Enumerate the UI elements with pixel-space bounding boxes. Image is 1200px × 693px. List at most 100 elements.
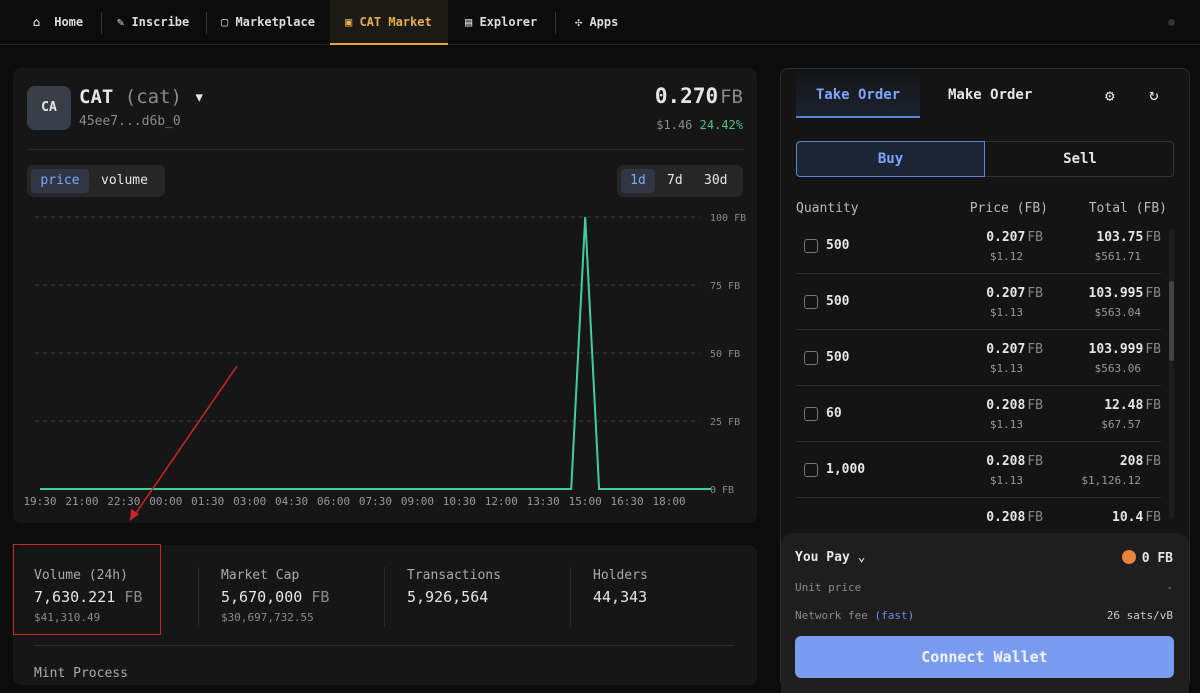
checkbox[interactable]	[804, 407, 818, 421]
checkbox[interactable]	[804, 239, 818, 253]
value: 12.48	[1104, 398, 1144, 413]
x-tick-label: 22:30	[107, 495, 140, 508]
connect-button[interactable]: Connect Wallet	[795, 636, 1174, 678]
value: 103.999	[1088, 342, 1144, 357]
price-unit: FB	[720, 86, 743, 108]
side-sell[interactable]: Sell	[1063, 151, 1097, 167]
x-tick-label: 07:30	[359, 495, 392, 508]
checkbox[interactable]	[804, 295, 818, 309]
range[interactable]: 7d	[667, 173, 683, 188]
dot	[1168, 19, 1175, 26]
label: Unit price	[795, 581, 862, 594]
fee-mode[interactable]: (fast)	[874, 609, 915, 622]
x-tick-label: 06:00	[317, 495, 350, 508]
stat-label: Holders	[593, 568, 648, 583]
stat-label: Market Cap	[221, 568, 300, 583]
order-row[interactable]: 500 0.207 FB 103.999 FB $1.13 $563.06	[796, 330, 1161, 386]
value: 208	[1119, 454, 1144, 469]
divider	[34, 645, 734, 646]
value: 103.995	[1088, 286, 1144, 301]
order-tab[interactable]: Take Order	[796, 69, 920, 118]
annotation-box	[13, 544, 161, 635]
checkbox[interactable]	[804, 463, 818, 477]
price-chart: 0 FB 25 FB 50 FB 75 FB 100 FB 19:30 21:00 22:30…	[23, 213, 746, 508]
nav-marketplace[interactable]: ▢ Marketplace	[221, 15, 315, 29]
total: 12.48 FB	[1104, 398, 1161, 413]
total-usd: $563.04	[1094, 306, 1141, 319]
unit: FB	[1145, 230, 1161, 245]
range[interactable]: 1d	[621, 169, 655, 193]
divider	[570, 567, 571, 627]
nav-apps[interactable]: ✣ Apps	[575, 15, 619, 29]
token-name: CAT (cat) ▾	[79, 86, 205, 108]
dropdown[interactable]: ▾	[193, 86, 205, 108]
x-tick-label: 12:00	[485, 495, 518, 508]
scroll-thumb[interactable]	[1169, 281, 1174, 361]
nav-label: Marketplace	[235, 15, 315, 29]
order-row[interactable]: 500 0.207 FB 103.995 FB $1.13 $563.04	[796, 274, 1161, 330]
unit: FB	[1027, 510, 1043, 525]
x-tick-label: 00:00	[149, 495, 182, 508]
y-tick-label: 75 FB	[710, 281, 740, 292]
nav-cat-market[interactable]: ▣ CAT Market	[345, 15, 432, 29]
range-tabs: 1d 7d 30d	[617, 165, 743, 197]
unit: FB	[1145, 398, 1161, 413]
qty: 1,000	[826, 462, 866, 477]
settings-icon[interactable]: ⚙	[1105, 86, 1115, 105]
stat-value: 44,343	[593, 588, 648, 606]
nav-home[interactable]: ⌂ Home	[33, 15, 84, 29]
y-tick-label: 25 FB	[710, 417, 740, 428]
order-tab[interactable]: Make Order	[948, 87, 1033, 103]
x-tick-label: 04:30	[275, 495, 308, 508]
separator	[555, 12, 556, 34]
fb-icon	[1121, 550, 1136, 564]
side-buy[interactable]: Buy	[796, 141, 985, 177]
stat-usd: $30,697,732.55	[221, 611, 314, 624]
stats-panel: Volume (24h) 7,630.221 FB $41,310.49 Mar…	[13, 545, 757, 685]
price-sub: $1.46 24.42%	[656, 118, 743, 132]
price: 0.207 FB	[986, 230, 1043, 245]
nav-inscribe[interactable]: ✎ Inscribe	[117, 15, 190, 29]
total-usd: $563.06	[1094, 362, 1141, 375]
nav-label: Home	[54, 15, 84, 29]
price: 0.207 FB	[986, 342, 1043, 357]
stat-value: 5,926,564	[407, 588, 489, 606]
value: 5,670,000	[221, 588, 303, 606]
order-row[interactable]: 60 0.208 FB 12.48 FB $1.13 $67.57	[796, 386, 1161, 442]
unit: FB	[1145, 454, 1161, 469]
nav-label: Inscribe	[131, 15, 190, 29]
order-row[interactable]: 1,000 0.208 FB 208 FB $1.13 $1,126.12	[796, 442, 1161, 498]
total: 103.995 FB	[1089, 286, 1161, 301]
tab[interactable]: volume	[101, 173, 148, 188]
pay-box: You Pay ⌄ 0 FB Unit price - Network fee …	[781, 533, 1189, 693]
qty: 500	[826, 294, 850, 309]
order-row[interactable]: 0.208 FB 10.4 FB	[796, 498, 1161, 526]
price-usd: $1.12	[989, 250, 1023, 263]
value: 0.208	[986, 398, 1026, 413]
unit: FB	[1027, 454, 1043, 469]
avatar: CA	[27, 86, 71, 130]
stat-value: 5,670,000 FB	[221, 588, 329, 606]
value: 10.4	[1112, 510, 1144, 525]
price-usd: $1.13	[989, 418, 1023, 431]
nav-explorer[interactable]: ▤ Explorer	[465, 15, 538, 29]
refresh-icon[interactable]: ↻	[1149, 85, 1159, 104]
fee: 26 sats/vB	[1106, 609, 1173, 622]
unit: FB	[124, 588, 143, 606]
unit: FB	[1027, 230, 1043, 245]
range[interactable]: 30d	[704, 173, 728, 188]
divider	[384, 567, 385, 627]
qty: 60	[826, 406, 842, 421]
divider	[198, 567, 199, 627]
section-title: Mint Process	[34, 666, 128, 681]
x-tick-label: 09:00	[401, 495, 434, 508]
checkbox[interactable]	[804, 351, 818, 365]
order-panel: Take Order Make Order ⚙ ↻ Buy Sell Quant…	[780, 68, 1190, 693]
x-tick-label: 18:00	[652, 495, 685, 508]
col-header: Price (FB)	[969, 201, 1048, 216]
you-pay[interactable]: You Pay ⌄	[795, 550, 866, 565]
stat-label: Volume (24h)	[34, 568, 128, 583]
tab[interactable]: price	[31, 169, 89, 193]
order-row[interactable]: 500 0.207 FB 103.75 FB $1.12 $561.71	[796, 226, 1161, 274]
